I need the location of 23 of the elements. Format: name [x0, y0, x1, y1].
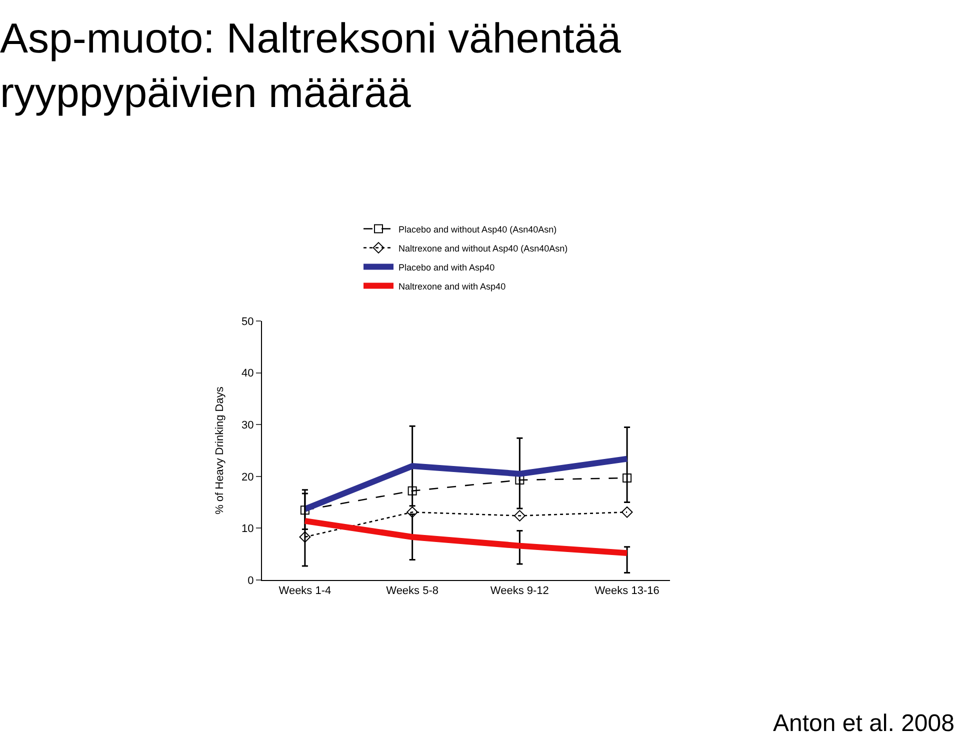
point [406, 506, 418, 518]
legend-label: Placebo and with Asp40 [398, 262, 495, 272]
point [622, 473, 632, 482]
x-tick-label: Weeks 9-12 [490, 585, 549, 598]
legend-label: Placebo and without Asp40 (Asn40Asn) [398, 224, 557, 234]
legend-label: Naltrexone and with Asp40 [398, 281, 506, 292]
text: Anton et al. 2008 [773, 710, 954, 737]
x-tick-label: Weeks 13-16 [594, 585, 660, 598]
x-tick-label: Weeks 1-4 [278, 585, 332, 598]
point [299, 531, 311, 543]
y-tick-label: 50 [242, 316, 254, 328]
y-axis-title: % of Heavy Drinking Days [214, 386, 226, 514]
point [621, 506, 633, 518]
y-tick-label: 0 [248, 574, 254, 587]
x-tick-label: Weeks 5-8 [386, 585, 439, 598]
y-tick-label: 20 [242, 471, 254, 484]
legend-label: Naltrexone and without Asp40 (Asn40Asn) [398, 243, 568, 254]
point [514, 510, 526, 522]
y-tick-label: 10 [242, 523, 254, 536]
point [408, 486, 417, 496]
y-tick-label: 30 [242, 419, 254, 432]
chart-title: Asp-muoto: Naltreksoni vähentää ryyppypäivien määrää [0, 14, 622, 116]
y-tick-label: 40 [242, 368, 254, 380]
